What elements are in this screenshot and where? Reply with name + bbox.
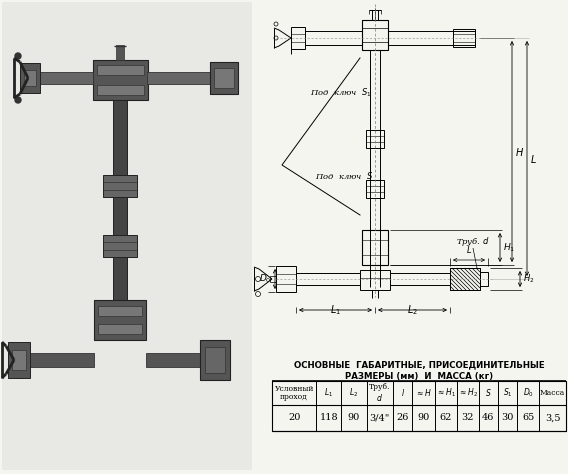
Bar [450, 268, 480, 290]
Text: $\approx H_1$: $\approx H_1$ [436, 387, 456, 399]
Bar [214, 68, 234, 88]
Text: 62: 62 [440, 413, 452, 422]
Text: 46: 46 [482, 413, 495, 422]
Text: $L_1$: $L_1$ [330, 303, 341, 317]
Bar [146, 353, 200, 367]
Bar [113, 100, 127, 330]
Bar [362, 230, 388, 265]
Bar [453, 29, 475, 47]
Text: 32: 32 [462, 413, 474, 422]
Text: $H$: $H$ [515, 146, 524, 157]
Circle shape [15, 97, 21, 103]
Bar [12, 350, 26, 370]
Bar [98, 324, 142, 334]
Bar [103, 175, 137, 197]
Text: $L$: $L$ [466, 244, 472, 255]
Text: 90: 90 [348, 413, 360, 422]
Bar [366, 180, 384, 198]
Bar [270, 276, 276, 282]
Text: $L$: $L$ [530, 153, 537, 164]
Text: 90: 90 [417, 413, 429, 422]
Text: $l$: $l$ [400, 388, 405, 399]
Bar [272, 381, 566, 431]
Bar [200, 340, 230, 380]
Text: Масса: Масса [540, 389, 565, 397]
Bar [116, 45, 124, 60]
Text: Под  ключ  $S$: Под ключ $S$ [315, 170, 373, 181]
Text: $\approx H_2$: $\approx H_2$ [458, 387, 478, 399]
Bar [360, 270, 390, 290]
Text: 3,5: 3,5 [545, 413, 561, 422]
Text: $\approx H$: $\approx H$ [415, 388, 432, 399]
Bar [480, 272, 488, 286]
Bar [40, 72, 93, 84]
Text: $H_2$: $H_2$ [523, 273, 534, 285]
Bar [97, 85, 144, 95]
Circle shape [15, 53, 21, 59]
Bar [93, 60, 148, 100]
Bar [276, 266, 296, 292]
Text: $D_0$: $D_0$ [523, 387, 534, 399]
Bar [366, 130, 384, 148]
Text: $S$: $S$ [485, 388, 492, 399]
Text: Труб.
$d$: Труб. $d$ [369, 383, 391, 403]
Text: 65: 65 [522, 413, 534, 422]
Bar [103, 235, 137, 257]
Bar [210, 62, 238, 94]
Text: 30: 30 [502, 413, 514, 422]
Text: Под  ключ  $S_1$: Под ключ $S_1$ [310, 87, 372, 99]
Bar [97, 65, 144, 75]
Text: $L_2$: $L_2$ [349, 387, 358, 399]
Text: Условный
проход: Условный проход [274, 385, 314, 401]
Text: 20: 20 [288, 413, 300, 422]
Text: Труб. $d$: Труб. $d$ [456, 235, 490, 248]
Bar [450, 268, 480, 290]
Text: $L_2$: $L_2$ [407, 303, 418, 317]
Text: РАЗМЕРЫ (мм)  И  МАССА (кг): РАЗМЕРЫ (мм) И МАССА (кг) [345, 373, 493, 382]
Text: $H_1$: $H_1$ [503, 241, 515, 254]
Bar [94, 300, 146, 340]
Text: $L_1$: $L_1$ [324, 387, 333, 399]
Text: 3/4": 3/4" [370, 413, 390, 422]
Text: ОСНОВНЫЕ  ГАБАРИТНЫЕ, ПРИСОЕДИНИТЕЛЬНЫЕ: ОСНОВНЫЕ ГАБАРИТНЫЕ, ПРИСОЕДИНИТЕЛЬНЫЕ [294, 361, 544, 370]
Bar [147, 72, 210, 84]
Text: 118: 118 [320, 413, 338, 422]
Bar [98, 306, 142, 316]
Bar [362, 20, 388, 50]
Bar [2, 2, 252, 470]
Bar [20, 63, 40, 93]
Text: $D_0$: $D_0$ [260, 273, 272, 285]
Bar [205, 347, 225, 373]
Bar [291, 27, 305, 49]
Bar [8, 342, 30, 378]
Bar [30, 353, 94, 367]
Text: 26: 26 [396, 413, 409, 422]
Text: $S_1$: $S_1$ [503, 387, 512, 399]
Bar [24, 70, 36, 86]
